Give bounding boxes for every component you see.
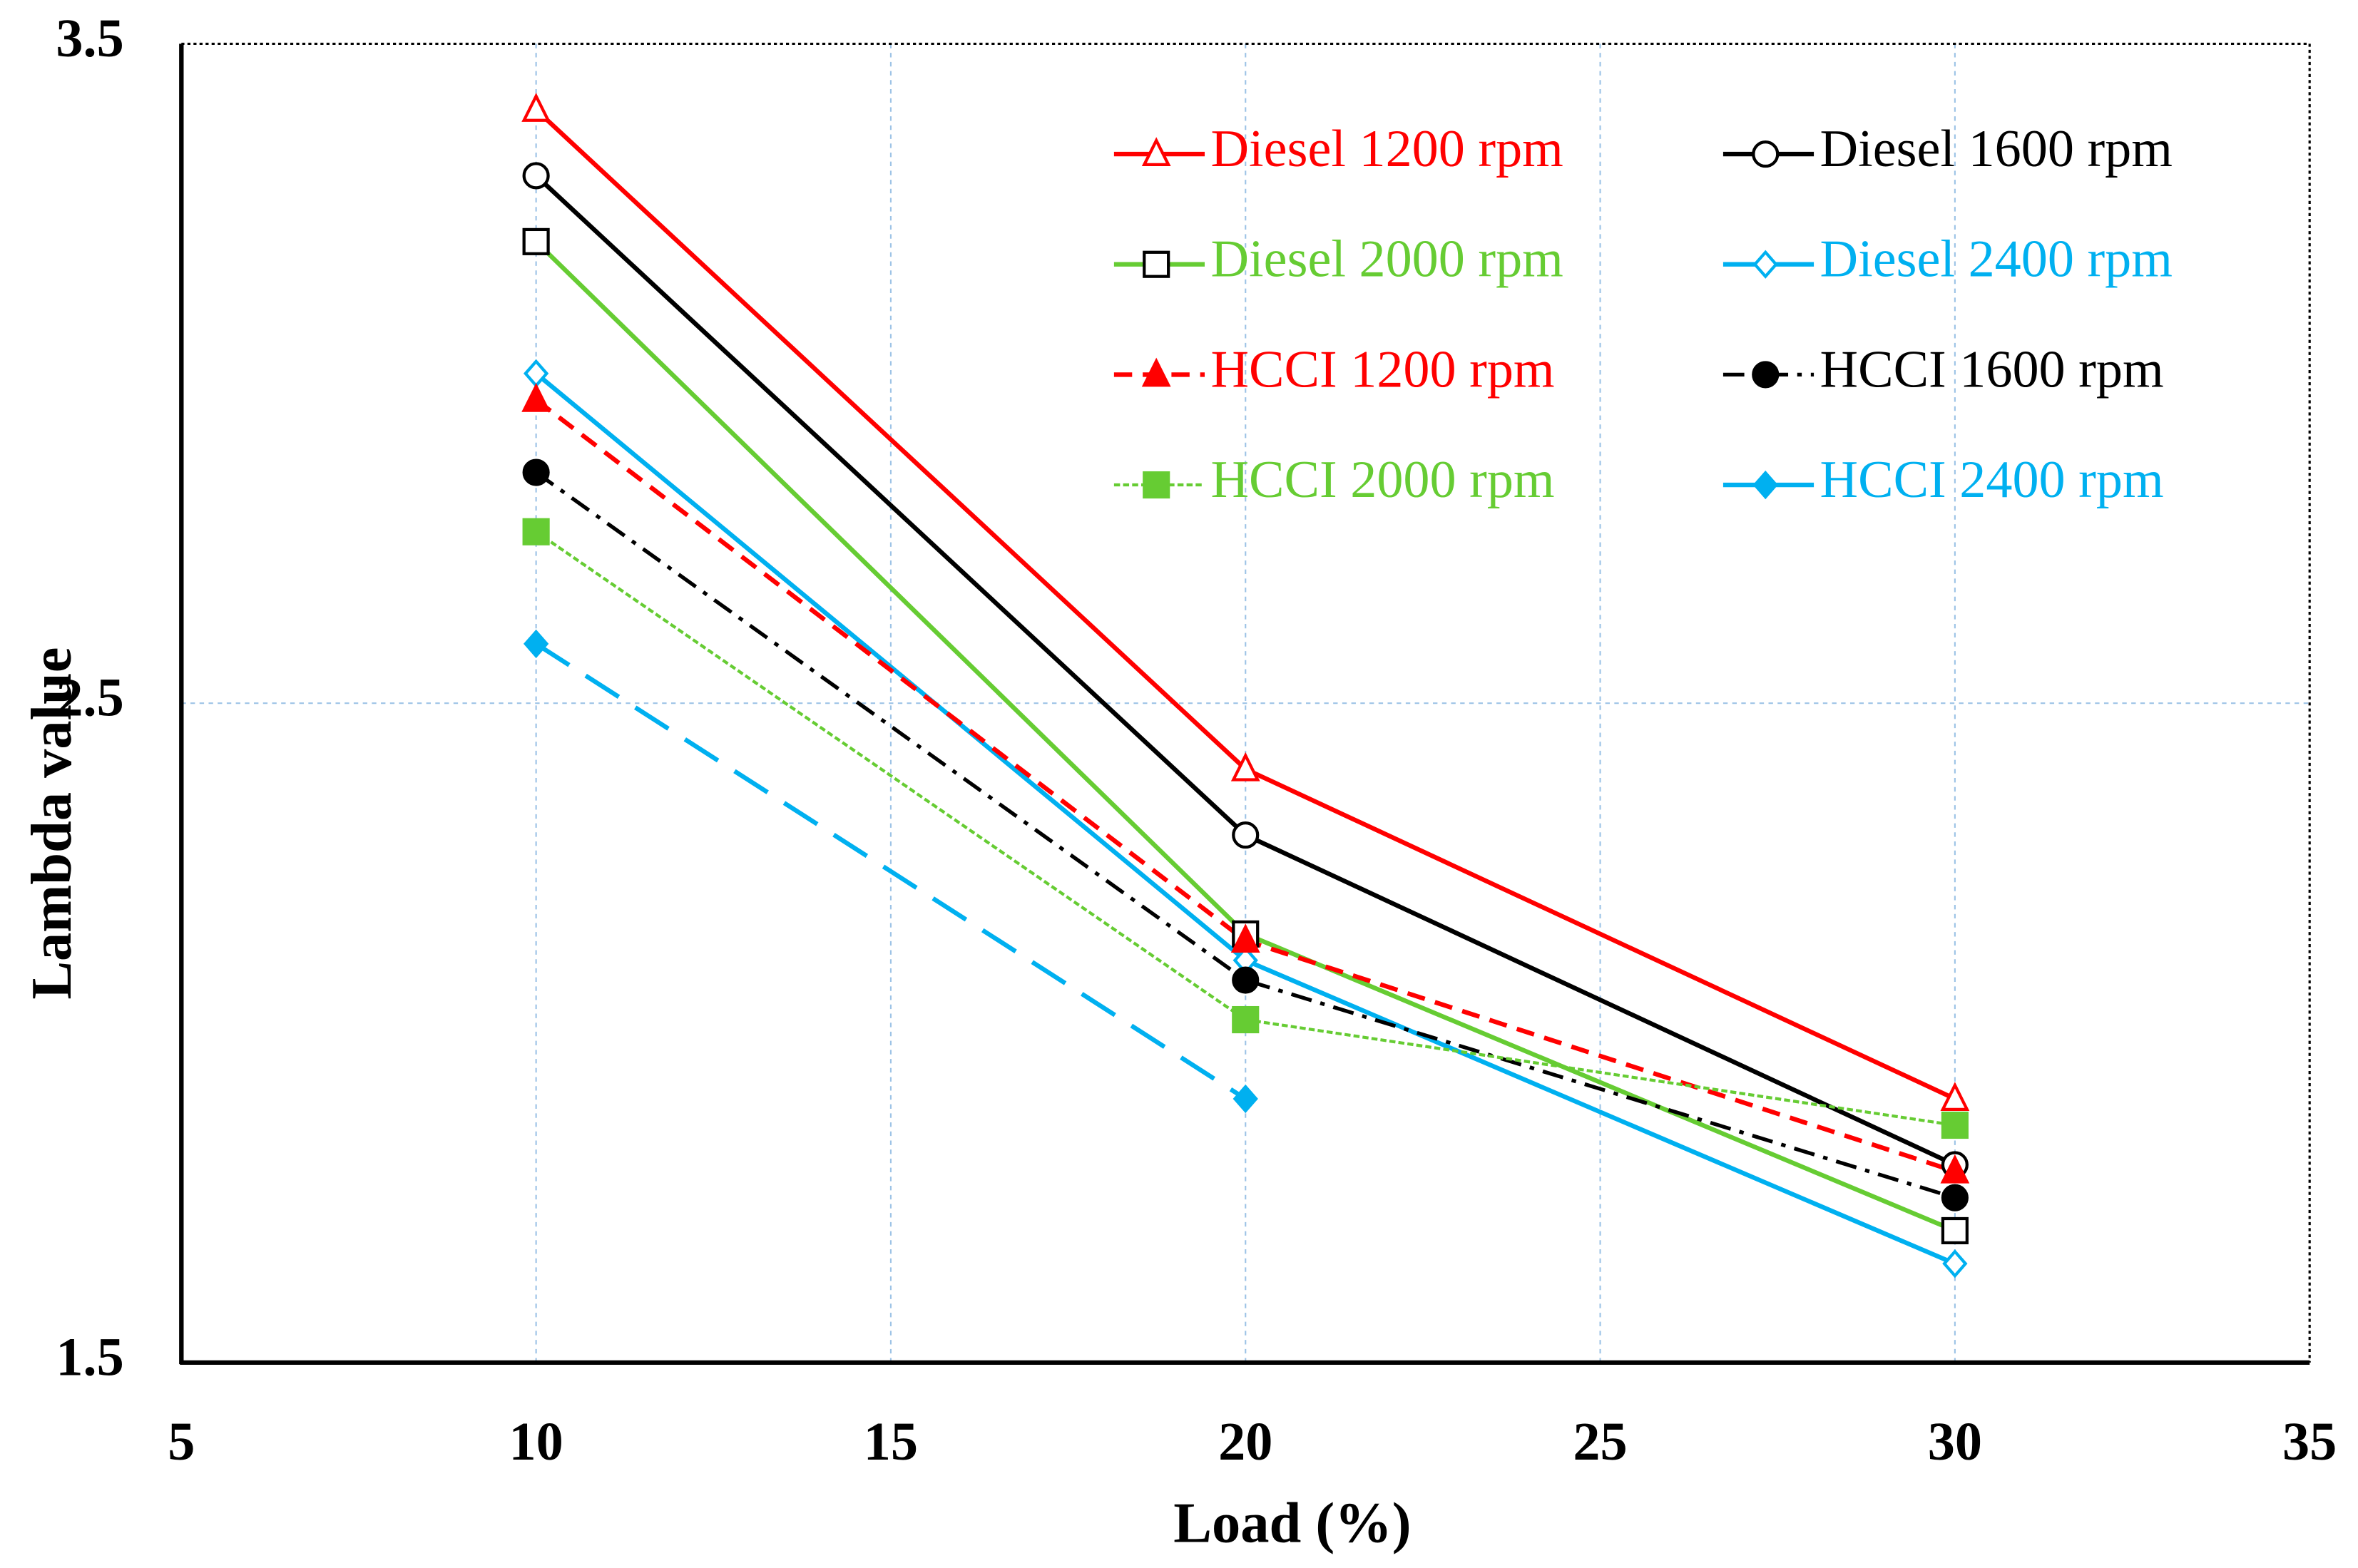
series-line bbox=[534, 642, 1247, 1101]
marker bbox=[1752, 361, 1780, 389]
marker bbox=[523, 629, 549, 659]
marker bbox=[1232, 966, 1260, 994]
marker bbox=[1752, 250, 1778, 279]
marker bbox=[1143, 471, 1170, 499]
marker bbox=[1232, 1084, 1258, 1114]
y-axis-title: Lambda value bbox=[20, 647, 83, 999]
marker bbox=[1141, 137, 1171, 167]
marker bbox=[1752, 140, 1780, 168]
legend-label: HCCI 1200 rpm bbox=[1211, 340, 1555, 399]
marker bbox=[1941, 1216, 1969, 1245]
marker bbox=[522, 227, 550, 255]
marker bbox=[1232, 821, 1260, 849]
marker bbox=[522, 162, 550, 190]
legend-label: HCCI 2400 rpm bbox=[1820, 451, 2164, 509]
legend-label: Diesel 2000 rpm bbox=[1211, 230, 1563, 289]
marker bbox=[1141, 357, 1171, 387]
x-tick-label: 5 bbox=[168, 1412, 195, 1472]
y-tick-label: 2.5 bbox=[56, 668, 123, 728]
y-tick-label: 3.5 bbox=[56, 9, 123, 68]
legend-label: HCCI 2000 rpm bbox=[1211, 451, 1555, 509]
marker bbox=[1230, 752, 1260, 782]
series-line bbox=[535, 471, 1956, 1200]
x-tick-label: 10 bbox=[509, 1412, 563, 1472]
marker bbox=[1230, 923, 1260, 953]
series-line bbox=[535, 530, 1956, 1127]
x-tick-label: 15 bbox=[864, 1412, 918, 1472]
y-tick-label: 1.5 bbox=[56, 1327, 123, 1387]
marker bbox=[1232, 1005, 1260, 1034]
x-tick-label: 20 bbox=[1218, 1412, 1272, 1472]
x-tick-label: 30 bbox=[1928, 1412, 1982, 1472]
marker bbox=[1941, 1111, 1969, 1139]
legend-label: Diesel 1600 rpm bbox=[1820, 120, 2173, 178]
grid bbox=[181, 43, 2310, 1363]
marker bbox=[521, 93, 551, 122]
marker bbox=[522, 458, 550, 486]
x-tick-label: 35 bbox=[2282, 1412, 2337, 1472]
legend-label: Diesel 1200 rpm bbox=[1211, 120, 1563, 178]
marker bbox=[1940, 1154, 1970, 1184]
marker bbox=[1143, 250, 1170, 278]
marker bbox=[521, 382, 551, 412]
legend: Diesel 1200 rpm Diesel 1600 rpm Diesel 200… bbox=[1113, 120, 2173, 509]
x-tick-label: 25 bbox=[1573, 1412, 1627, 1472]
marker bbox=[1942, 1249, 1968, 1279]
marker bbox=[1941, 1184, 1969, 1211]
plot-area bbox=[521, 93, 1970, 1279]
x-axis-title: Load (%) bbox=[1173, 1491, 1411, 1554]
legend-label: HCCI 1600 rpm bbox=[1820, 340, 2164, 399]
marker bbox=[1752, 470, 1778, 500]
marker bbox=[522, 518, 550, 545]
legend-label: Diesel 2400 rpm bbox=[1820, 230, 2173, 289]
marker bbox=[1940, 1082, 1970, 1111]
